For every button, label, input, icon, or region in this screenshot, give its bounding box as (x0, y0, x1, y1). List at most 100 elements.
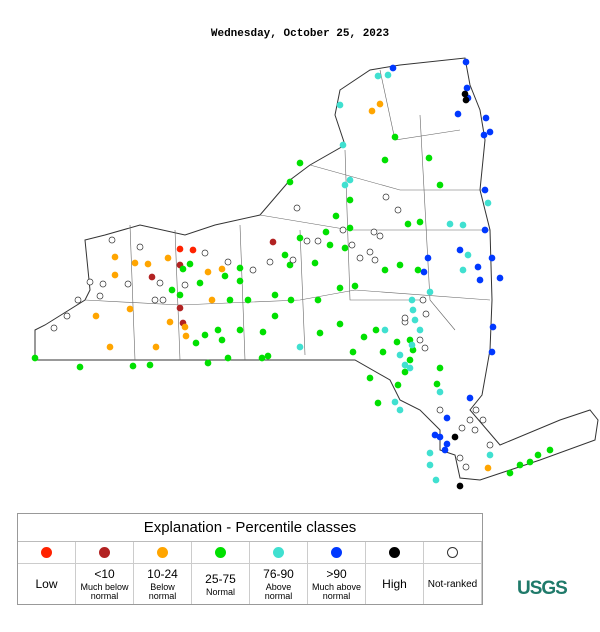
legend-label-cell: Not-ranked (424, 563, 482, 604)
legend-label-cell: High (366, 563, 424, 604)
legend-label-cell: >90 Much above normal (308, 563, 366, 604)
site-dot (451, 433, 459, 441)
site-dot (488, 254, 496, 262)
site-dot (322, 228, 330, 236)
state-outline (34, 57, 599, 481)
site-dot (50, 324, 58, 332)
site-dot (406, 356, 414, 364)
site-dot (381, 266, 389, 274)
legend-grid: Low <10 Much below normal 10-24 Below normal… (18, 542, 482, 604)
site-dot (462, 58, 470, 66)
site-dot (456, 454, 464, 462)
site-dot (534, 451, 542, 459)
site-dot (516, 461, 524, 469)
site-dot (166, 318, 174, 326)
legend-sublabel: Normal (205, 586, 235, 597)
site-dot (218, 336, 226, 344)
site-dot (480, 131, 488, 139)
site-dot (484, 464, 492, 472)
site-dot (441, 446, 449, 454)
site-dot (236, 264, 244, 272)
legend-label: <10 (94, 567, 115, 581)
legend-symbol (157, 547, 168, 558)
map-title: Wednesday, October 25, 2023 (210, 28, 390, 40)
site-dot (381, 326, 389, 334)
site-dot (152, 343, 160, 351)
site-dot (376, 232, 384, 240)
site-dot (181, 323, 189, 331)
site-dot (349, 348, 357, 356)
site-dot (426, 461, 434, 469)
site-dot (208, 296, 216, 304)
site-dot (371, 256, 379, 264)
legend-label-cell: <10 Much below normal (76, 563, 134, 604)
legend-symbol-cell (250, 542, 308, 563)
site-dot (129, 362, 137, 370)
site-dot (86, 278, 94, 286)
site-dot (311, 259, 319, 267)
site-dot (314, 296, 322, 304)
site-dot (411, 316, 419, 324)
site-dot (136, 243, 144, 251)
site-dot (394, 206, 402, 214)
site-dot (249, 266, 257, 274)
legend-symbol-cell (192, 542, 250, 563)
site-dot (486, 128, 494, 136)
site-dot (218, 265, 226, 273)
site-dot (462, 463, 470, 471)
site-dot (168, 286, 176, 294)
site-dot (341, 244, 349, 252)
site-dot (484, 199, 492, 207)
legend-label: 25-75 (205, 571, 236, 586)
site-dot (463, 84, 471, 92)
site-dot (99, 280, 107, 288)
site-dot (382, 193, 390, 201)
site-dot (264, 352, 272, 360)
legend-symbol (215, 547, 226, 558)
site-dot (424, 254, 432, 262)
site-dot (144, 260, 152, 268)
legend-label: 76-90 (263, 567, 294, 581)
legend-label: High (382, 577, 407, 591)
site-dot (201, 249, 209, 257)
site-dot (462, 96, 470, 104)
site-dot (366, 374, 374, 382)
legend-label-cell: 10-24 Below normal (134, 563, 192, 604)
site-dot (401, 361, 409, 369)
site-dot (201, 331, 209, 339)
site-dot (106, 343, 114, 351)
site-dot (164, 254, 172, 262)
site-dot (236, 277, 244, 285)
site-dot (416, 326, 424, 334)
site-dot (92, 312, 100, 320)
site-dot (303, 237, 311, 245)
site-dot (368, 107, 376, 115)
site-dot (31, 354, 39, 362)
site-dot (506, 469, 514, 477)
site-dot (346, 176, 354, 184)
site-dot (74, 296, 82, 304)
site-dot (481, 186, 489, 194)
site-dot (396, 351, 404, 359)
legend-title: Explanation - Percentile classes (18, 514, 482, 542)
site-dot (433, 380, 441, 388)
site-dot (151, 296, 159, 304)
site-dot (476, 276, 484, 284)
site-dot (436, 406, 444, 414)
site-dot (111, 271, 119, 279)
site-dot (224, 258, 232, 266)
site-dot (436, 388, 444, 396)
site-dot (458, 424, 466, 432)
legend-sublabel: Much below normal (80, 582, 129, 601)
site-dot (339, 226, 347, 234)
site-dot (374, 399, 382, 407)
site-dot (422, 310, 430, 318)
site-dot (481, 226, 489, 234)
site-dot (401, 314, 409, 322)
site-dot (436, 433, 444, 441)
site-dot (176, 304, 184, 312)
site-dot (374, 72, 382, 80)
legend-symbol (273, 547, 284, 558)
site-dot (192, 339, 200, 347)
